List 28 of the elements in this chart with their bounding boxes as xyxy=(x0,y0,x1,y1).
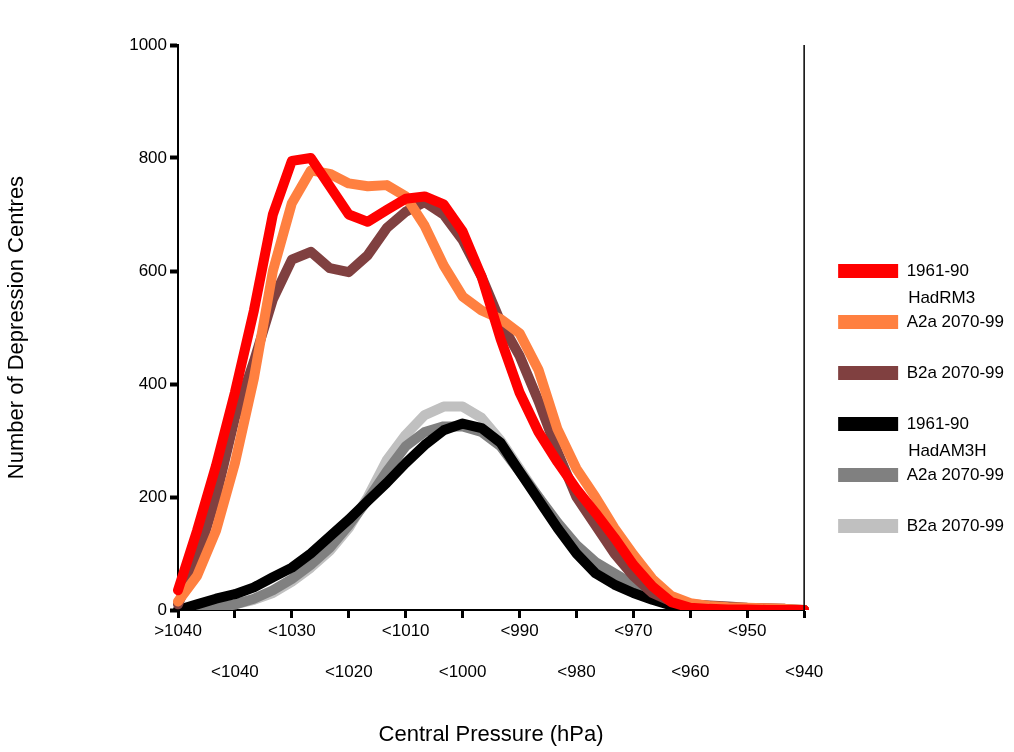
x-tick-label: <1040 xyxy=(211,661,259,681)
x-tick-label: >1040 xyxy=(154,620,202,640)
legend-label: B2a 2070-99 xyxy=(906,362,1005,382)
y-tick-label: 0 xyxy=(157,599,167,619)
x-tick-label: <1030 xyxy=(267,620,316,640)
x-tick-label: <960 xyxy=(671,661,710,681)
x-tick-label: <1000 xyxy=(438,661,487,681)
text: HadRM3 xyxy=(908,287,976,308)
x-tick-label: <970 xyxy=(614,620,653,640)
x-axis-title: Central Pressure (hPa) xyxy=(378,720,604,746)
text: HadAM3H xyxy=(908,440,987,461)
x-tick-label: <980 xyxy=(557,661,596,681)
x-tick-label: <1020 xyxy=(324,661,373,681)
y-tick-label: 200 xyxy=(138,486,167,506)
y-tick-label: 400 xyxy=(138,373,167,393)
y-tick-label: 1000 xyxy=(129,34,167,54)
x-tick-label: <940 xyxy=(784,661,824,681)
x-tick-label: <990 xyxy=(500,620,539,640)
legend-label: A2a 2070-99 xyxy=(906,464,1005,484)
y-axis-title: Number of Depression Centres xyxy=(3,175,29,480)
legend-label: A2a 2070-99 xyxy=(906,311,1005,331)
legend-label: B2a 2070-99 xyxy=(906,515,1005,535)
y-tick-label: 600 xyxy=(138,260,167,280)
x-tick-label: <950 xyxy=(728,620,767,640)
legend-label: 1961-90 xyxy=(906,260,970,280)
x-tick-label: <1010 xyxy=(381,620,430,640)
legend-label: 1961-90 xyxy=(906,413,970,433)
y-tick-label: 800 xyxy=(138,147,167,167)
